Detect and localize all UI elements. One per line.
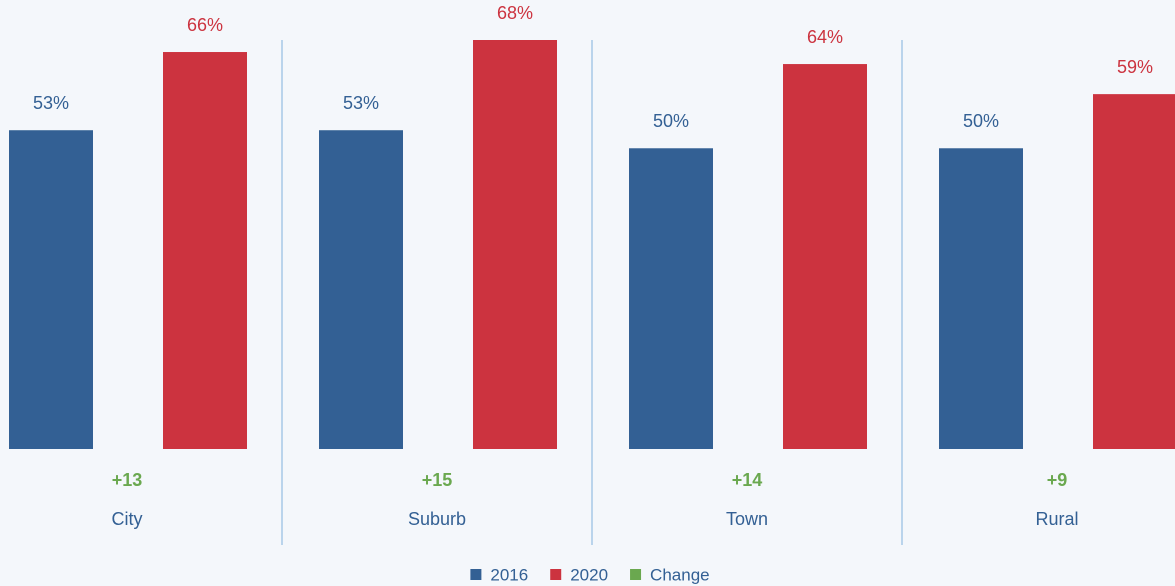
legend-label: 2020 [570, 565, 608, 584]
data-label: 59% [1117, 57, 1153, 77]
data-label: 50% [653, 111, 689, 131]
data-label: 50% [963, 111, 999, 131]
bar [939, 148, 1023, 449]
data-label: 68% [497, 3, 533, 23]
bar [9, 130, 93, 449]
data-label: 53% [33, 93, 69, 113]
bar [163, 52, 247, 449]
bar [1093, 94, 1175, 449]
x-tick-label: City [112, 509, 143, 529]
legend-swatch [630, 569, 642, 580]
x-tick-label: Rural [1035, 509, 1078, 529]
change-label: +13 [112, 470, 143, 490]
change-label: +9 [1047, 470, 1068, 490]
legend-swatch [470, 569, 482, 580]
x-tick-label: Suburb [408, 509, 466, 529]
data-label: 64% [807, 27, 843, 47]
x-tick-label: Town [726, 509, 768, 529]
data-label: 66% [187, 15, 223, 35]
legend-label: 2016 [490, 565, 528, 584]
bar [629, 148, 713, 449]
data-label: 53% [343, 93, 379, 113]
change-label: +15 [422, 470, 453, 490]
bar [319, 130, 403, 449]
bar [473, 40, 557, 449]
legend-swatch [550, 569, 562, 580]
legend-label: Change [650, 565, 710, 584]
bar [783, 64, 867, 449]
change-label: +14 [732, 470, 763, 490]
